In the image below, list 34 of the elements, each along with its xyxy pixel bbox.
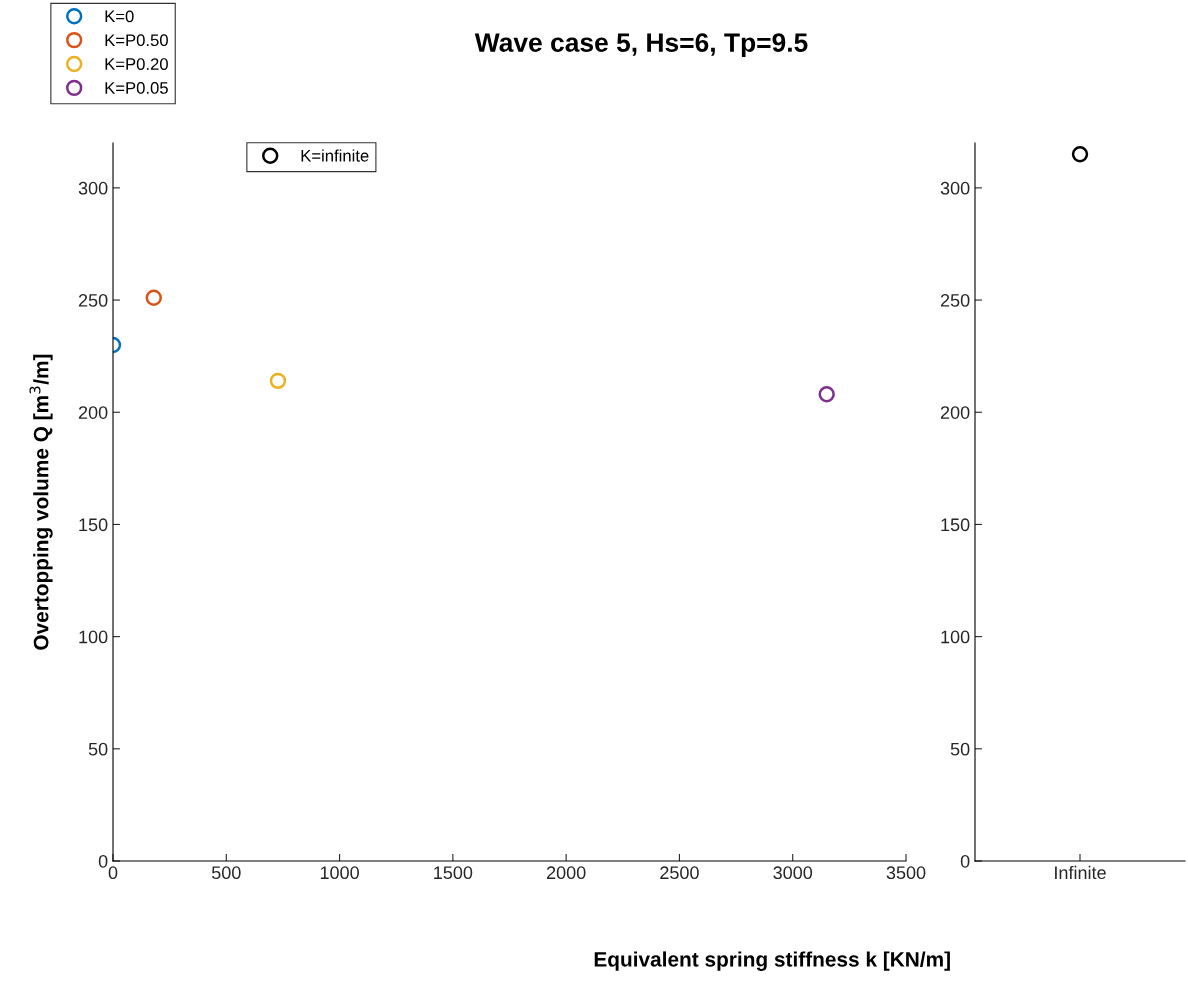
x-tick-label: 0: [108, 866, 118, 880]
x-tick-label: 3500: [886, 866, 926, 880]
y-tick-label: 50: [88, 742, 108, 756]
y-tick-label: 300: [78, 181, 108, 195]
y-tick-label: 150: [79, 518, 108, 532]
legend-label: K=P0.50: [105, 34, 168, 47]
x-tick-label: 3000: [773, 866, 813, 880]
y-tick-label: 200: [78, 406, 108, 419]
x-tick-label: 2000: [546, 866, 586, 880]
legend-label: K=infinite: [301, 149, 369, 162]
y-tick-label: 0: [98, 854, 108, 868]
y-tick-label: 100: [941, 630, 970, 644]
x-tick-label: 500: [211, 866, 241, 880]
legend-label: K=P0.05: [105, 82, 168, 94]
y-tick-label: 250: [940, 294, 970, 307]
point: [269, 372, 287, 390]
y-tick-label: 0: [960, 854, 970, 868]
chart-title: Wave case 5, Hs=6, Tp=9.5: [474, 33, 808, 58]
y-tick-label: 100: [79, 630, 108, 644]
point: [818, 386, 835, 403]
point: [145, 289, 162, 307]
y-tick-label: 250: [78, 294, 108, 307]
x-axis-title: Equivalent spring stiffness k [KN/m]: [594, 951, 950, 971]
y-tick-label: 150: [941, 518, 970, 532]
y-axis-title: Overtopping volume Q [m$^{3}$/m]: [29, 354, 53, 650]
x-tick-label: 1000: [320, 866, 359, 880]
y-tick-label: 300: [940, 181, 970, 195]
legend-label: K=0: [105, 10, 134, 23]
x-tick-label: 2500: [660, 866, 699, 880]
legend-label: K=P0.20: [105, 58, 168, 70]
y-tick-label: 50: [950, 742, 970, 756]
x-tick-label: Infinite: [1055, 865, 1106, 880]
y-tick-label: 200: [940, 406, 970, 419]
x-tick-label: 1500: [434, 866, 473, 880]
